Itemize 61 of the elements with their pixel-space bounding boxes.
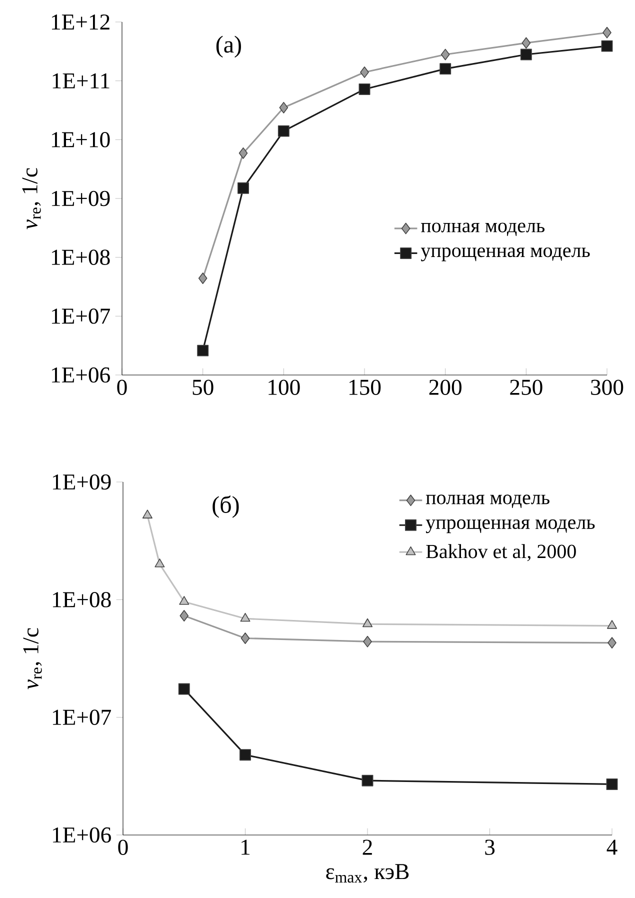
x-tick-label: 4 bbox=[606, 840, 618, 855]
point bbox=[238, 147, 248, 159]
point bbox=[440, 63, 452, 75]
legend-label: полная модель bbox=[426, 494, 550, 508]
y-tick-label: 1E+06 bbox=[52, 367, 110, 383]
point bbox=[240, 612, 250, 622]
point bbox=[362, 774, 374, 786]
y-tick-label: 1E+07 bbox=[52, 308, 110, 324]
x-tick-label: 50 bbox=[192, 380, 214, 395]
point bbox=[606, 620, 618, 629]
point bbox=[278, 125, 290, 137]
x-tick-label: 1 bbox=[242, 840, 250, 855]
point bbox=[240, 749, 251, 761]
legend-label: упрощенная модель bbox=[426, 519, 595, 534]
point bbox=[178, 683, 190, 695]
annotation: (a) bbox=[216, 36, 241, 58]
y-tick-label: 1E+09 bbox=[52, 190, 110, 206]
point bbox=[197, 344, 209, 356]
point bbox=[142, 510, 152, 518]
y-tick-label: 1E+09 bbox=[52, 474, 111, 490]
annotation: (б) bbox=[212, 496, 239, 518]
point bbox=[606, 778, 618, 790]
x-tick-label: 0 bbox=[118, 840, 128, 856]
point bbox=[440, 48, 450, 60]
y-tick-label: 1E+08 bbox=[52, 250, 110, 265]
point bbox=[362, 618, 373, 628]
y-tick-label: 1E+08 bbox=[52, 592, 111, 608]
point bbox=[363, 636, 372, 648]
y-axis-title: v$_{re}$, 1/с bbox=[22, 168, 41, 230]
x-tick-label: 250 bbox=[510, 380, 542, 395]
point bbox=[358, 83, 370, 95]
point bbox=[608, 637, 616, 649]
point bbox=[180, 610, 189, 622]
y-tick-label: 1E+06 bbox=[52, 827, 111, 843]
point bbox=[522, 37, 531, 49]
point bbox=[279, 102, 288, 114]
x-axis-title: ε$_{max}$, кэВ bbox=[326, 864, 409, 883]
x-tick-label: 2 bbox=[362, 840, 372, 855]
x-tick-label: 0 bbox=[117, 380, 127, 395]
x-tick-label: 300 bbox=[591, 380, 624, 395]
y-axis-title: v$_{re}$, 1/с bbox=[23, 628, 42, 690]
point bbox=[198, 272, 208, 284]
x-tick-label: 150 bbox=[349, 380, 381, 395]
x-tick-label: 3 bbox=[485, 840, 495, 855]
point bbox=[238, 182, 249, 194]
point bbox=[601, 40, 613, 52]
y-tick-label: 1E+10 bbox=[52, 132, 110, 148]
point bbox=[240, 632, 250, 644]
point bbox=[360, 66, 369, 78]
y-tick-label: 1E+07 bbox=[52, 710, 111, 725]
legend-label: полная модель bbox=[421, 222, 544, 236]
legend-label: Bakhov et al, 2000 bbox=[426, 544, 576, 562]
point bbox=[602, 26, 612, 38]
x-tick-label: 200 bbox=[429, 380, 462, 395]
y-tick-label: 1E+12 bbox=[52, 14, 110, 30]
point bbox=[154, 558, 165, 568]
legend-label: упрощенная модель bbox=[420, 248, 590, 262]
point bbox=[179, 596, 190, 605]
point bbox=[520, 48, 532, 60]
y-tick-label: 1E+11 bbox=[52, 73, 110, 88]
x-tick-label: 100 bbox=[268, 380, 300, 395]
